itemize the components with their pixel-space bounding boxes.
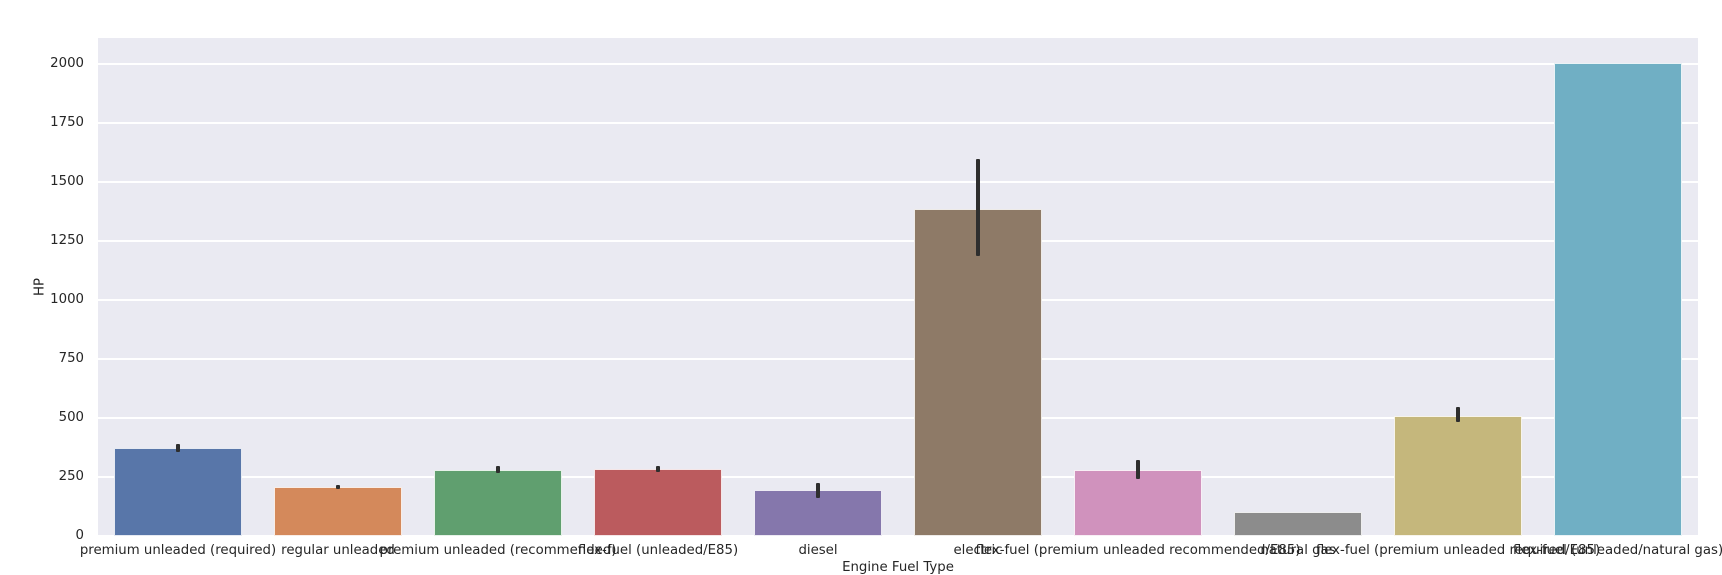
x-tick-label: flex-fuel (unleaded/E85)	[577, 543, 739, 558]
bar	[594, 468, 722, 536]
gridline	[98, 476, 1698, 478]
gridline	[98, 535, 1698, 537]
plot-area	[98, 38, 1698, 537]
x-tick-label: premium unleaded (recommended)	[379, 543, 617, 558]
x-tick-label: flex-fuel (unleaded/natural gas)	[1512, 543, 1722, 558]
bar	[1234, 511, 1362, 536]
error-bar	[176, 444, 180, 452]
x-tick-label: natural gas	[1260, 543, 1336, 558]
bar	[754, 490, 882, 536]
gridline	[98, 358, 1698, 360]
gridline	[98, 122, 1698, 124]
bar	[914, 208, 1042, 536]
error-bar	[1136, 460, 1140, 479]
y-tick-label: 1250	[50, 232, 84, 248]
error-bar	[656, 465, 660, 473]
x-tick-label: electric	[953, 543, 1003, 558]
y-tick-label: 750	[58, 350, 84, 366]
bar	[434, 469, 562, 536]
error-bar	[976, 159, 980, 257]
error-bar	[336, 485, 340, 490]
x-tick-label: premium unleaded (required)	[79, 543, 277, 558]
y-tick-label: 2000	[50, 55, 84, 71]
gridline	[98, 240, 1698, 242]
bar	[274, 486, 402, 536]
gridline	[98, 181, 1698, 183]
bar	[1394, 415, 1522, 536]
x-tick-label: flex-fuel (premium unleaded recommended/…	[975, 543, 1301, 558]
bar	[1554, 62, 1682, 536]
y-tick-label: 1750	[50, 114, 84, 130]
x-tick-label: diesel	[798, 543, 838, 558]
bar	[1074, 470, 1202, 536]
x-tick-label: flex-fuel (premium unleaded required/E85…	[1315, 543, 1601, 558]
x-axis-label: Engine Fuel Type	[842, 560, 954, 575]
error-bar	[816, 482, 820, 498]
y-tick-label: 1000	[50, 291, 84, 307]
x-tick-label: regular unleaded	[281, 543, 395, 558]
error-bar	[1456, 407, 1460, 422]
y-tick-label: 0	[75, 528, 84, 543]
gridline	[98, 299, 1698, 301]
y-tick-label: 1500	[50, 173, 84, 189]
y-tick-label: 500	[58, 409, 84, 425]
y-tick-label: 250	[58, 468, 84, 484]
gridline	[98, 417, 1698, 419]
gridline	[98, 63, 1698, 65]
bar	[114, 448, 242, 536]
error-bar	[496, 466, 500, 473]
